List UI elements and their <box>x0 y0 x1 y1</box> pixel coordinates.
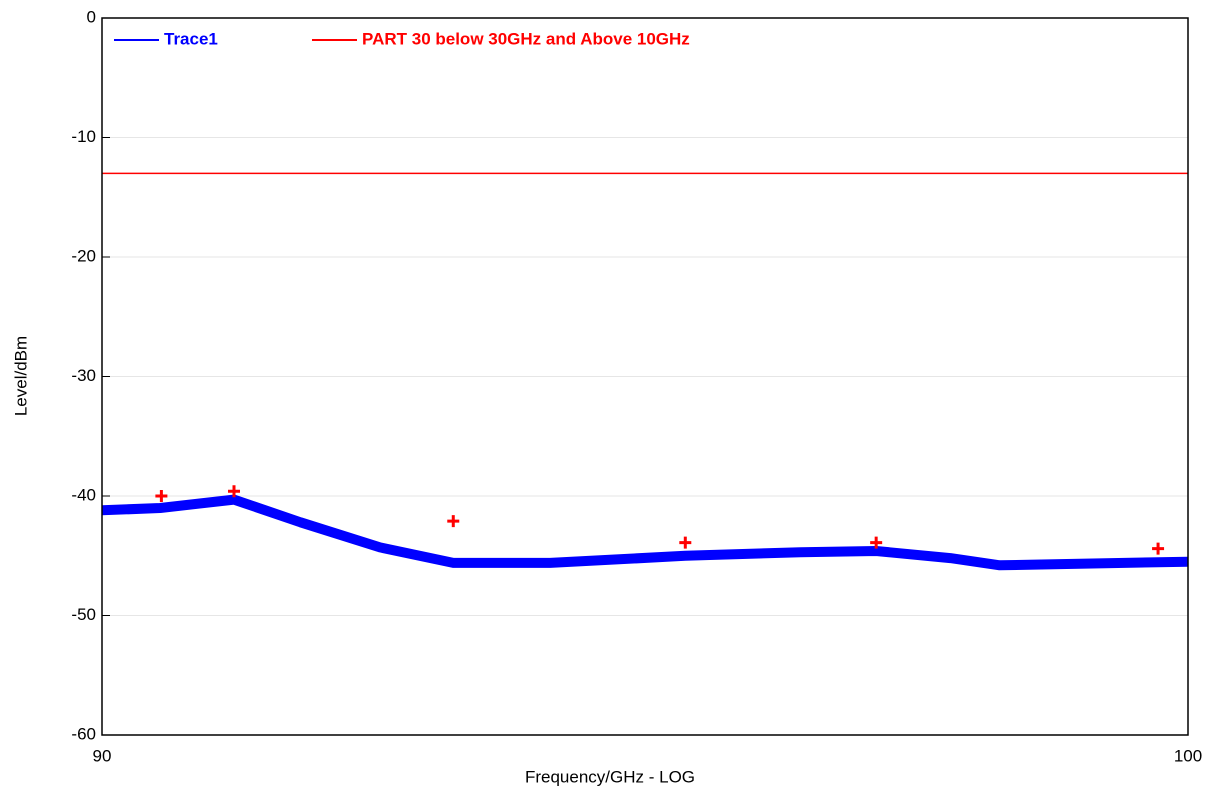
peak-marker <box>1152 542 1165 555</box>
x-tick-label: 90 <box>93 746 112 765</box>
x-axis-label: Frequency/GHz - LOG <box>525 767 695 786</box>
peak-marker <box>228 485 241 498</box>
y-axis-label: Level/dBm <box>11 336 30 416</box>
y-tick-label: -60 <box>71 724 96 743</box>
x-tick-label: 100 <box>1174 746 1202 765</box>
plot-frame <box>101 17 1189 736</box>
peak-marker <box>679 536 692 549</box>
y-tick-label: -20 <box>71 246 96 265</box>
y-tick-label: -30 <box>71 366 96 385</box>
y-tick-label: 0 <box>87 7 96 26</box>
peak-marker <box>155 490 168 502</box>
legend-label: Trace1 <box>164 29 218 48</box>
y-tick-label: -50 <box>71 605 96 624</box>
legend-label: PART 30 below 30GHz and Above 10GHz <box>362 29 690 48</box>
peak-marker <box>447 515 460 528</box>
y-tick-label: -10 <box>71 127 96 146</box>
y-tick-label: -40 <box>71 485 96 504</box>
peak-marker <box>870 536 883 549</box>
trace <box>101 494 1189 571</box>
